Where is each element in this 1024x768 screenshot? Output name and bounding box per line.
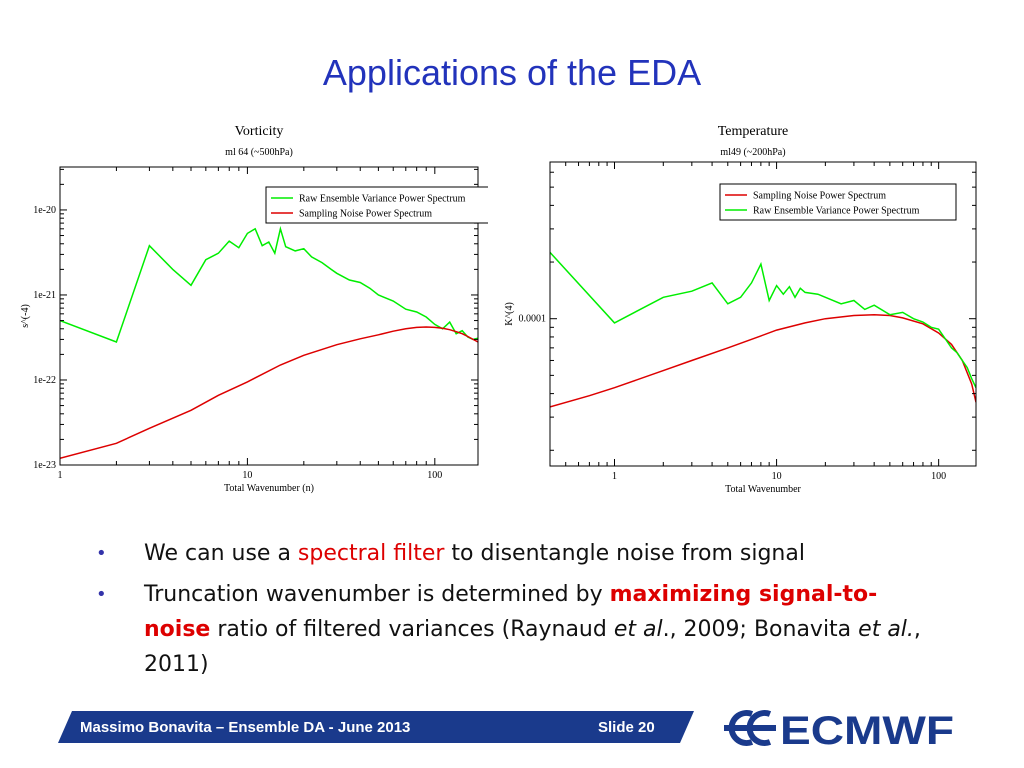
legend-box — [265, 186, 488, 224]
bullet-segment: et al. — [858, 617, 914, 642]
bullet-segment: maximizing signal-to-noise — [144, 582, 878, 642]
legend-box — [719, 183, 957, 221]
plot-frame — [549, 161, 977, 467]
chart-title: Vorticity — [235, 124, 284, 139]
bullet-marker: • — [96, 543, 107, 564]
series-line — [60, 225, 478, 343]
y-axis-label: s^(-4) — [20, 304, 31, 328]
y-tick-label: 1e-22 — [33, 375, 56, 386]
chart-subtitle: ml49 (~200hPa) — [720, 147, 785, 158]
slide-number: Slide 20 — [598, 719, 655, 736]
bullet-segment: spectral filter — [297, 541, 445, 566]
x-axis-label: Total Wavenumber (n) — [224, 483, 314, 494]
footer-author: Massimo Bonavita – Ensemble DA - June 20… — [80, 719, 411, 736]
series-line — [550, 251, 976, 389]
x-tick-label: 100 — [931, 471, 946, 482]
x-tick-label: 100 — [427, 470, 442, 481]
x-tick-label: 10 — [242, 470, 252, 481]
x-tick-label: 1 — [58, 470, 63, 481]
y-tick-label: 1e-23 — [33, 460, 56, 471]
bullet-text: We can use a spectral filter to disentan… — [144, 541, 805, 566]
bullet-list: • We can use a spectral filter to disent… — [96, 536, 936, 688]
bullet-segment: et al — [613, 617, 663, 642]
bullet-segment: to disentangle noise from signal — [444, 541, 805, 566]
y-tick-label: 0.0001 — [519, 314, 547, 325]
y-tick-label: 1e-20 — [33, 205, 56, 216]
bullet-text: Truncation wavenumber is determined by m… — [144, 582, 921, 677]
bullet-segment: ., 2009; Bonavita — [662, 617, 859, 642]
x-tick-label: 10 — [772, 471, 782, 482]
legend-entry: Raw Ensemble Variance Power Spectrum — [299, 194, 466, 205]
footer-band — [58, 711, 694, 743]
bullet-segment: ratio of filtered variances (Raynaud — [210, 617, 614, 642]
legend-entry: Sampling Noise Power Spectrum — [753, 191, 886, 202]
plot-frame — [59, 166, 479, 466]
x-tick-label: 1 — [612, 471, 617, 482]
slide-title: Applications of the EDA — [322, 52, 702, 93]
y-axis-label: K^(4) — [504, 302, 515, 326]
bullet-segment: We can use a — [144, 541, 298, 566]
y-tick-label: 1e-21 — [33, 290, 56, 301]
series-line — [550, 313, 976, 408]
logo-text: ECMWF — [780, 709, 954, 752]
legend-entry: Raw Ensemble Variance Power Spectrum — [753, 206, 920, 217]
x-axis-label: Total Wavenumber — [725, 484, 801, 495]
bullet-marker: • — [96, 584, 107, 605]
chart-subtitle: ml 64 (~500hPa) — [225, 147, 293, 158]
bullet-item: • Truncation wavenumber is determined by… — [96, 577, 936, 682]
bullet-segment: Truncation wavenumber is determined by — [144, 582, 610, 607]
temperature-chart: Temperature ml49 (~200hPa) 1 10 100 0.0001 Tot… — [498, 112, 984, 502]
legend-entry: Sampling Noise Power Spectrum — [299, 209, 432, 220]
ecmwf-logo: ECMWF — [724, 709, 954, 752]
series-line — [60, 326, 478, 460]
bullet-item: • We can use a spectral filter to disent… — [96, 536, 936, 571]
bullet-segment: , 2011) — [144, 617, 921, 677]
vorticity-chart: Vorticity ml 64 (~500hPa) 1 10 100 1e-23 1e-22… — [18, 112, 488, 502]
chart-title: Temperature — [718, 124, 789, 139]
